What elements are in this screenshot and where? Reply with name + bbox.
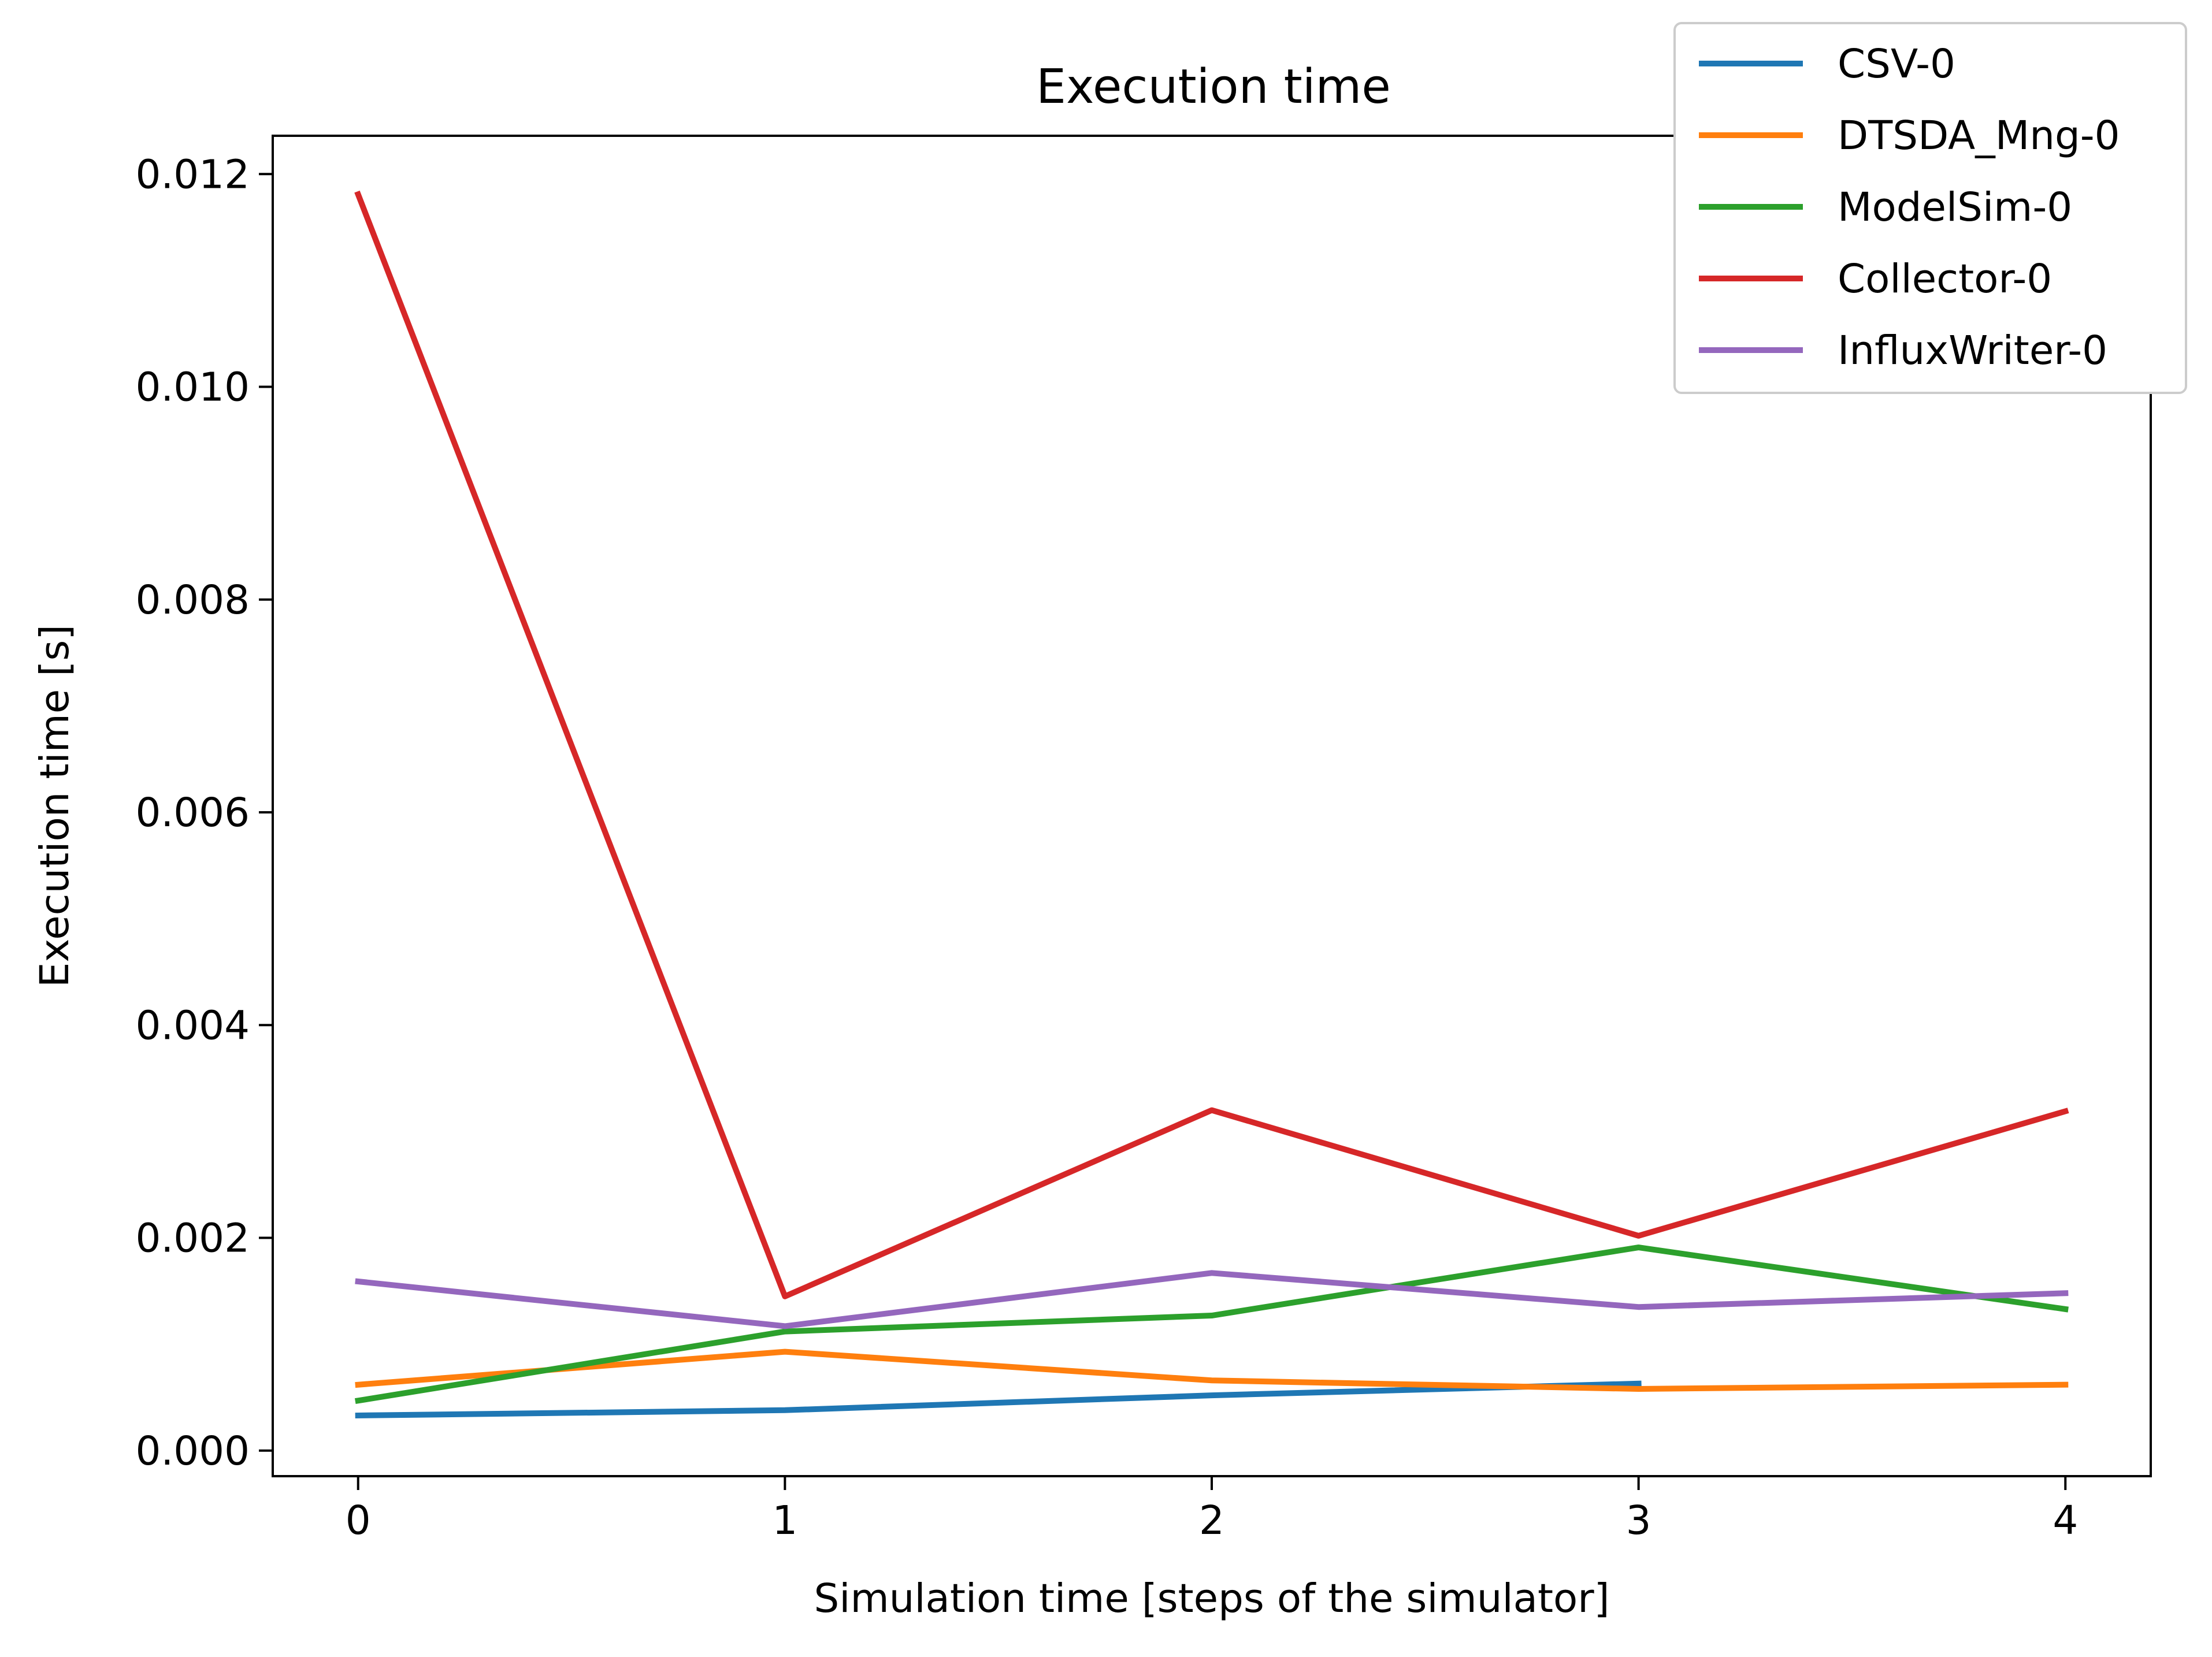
legend: CSV-0 DTSDA_Mng-0 ModelSim-0 Collector-0 Inf… — [1673, 22, 2187, 394]
legend-label-dtsda-mng-0: DTSDA_Mng-0 — [1838, 113, 2120, 159]
y-tick-label: 0.006 — [135, 790, 250, 836]
series-line-csv-0 — [355, 1380, 1642, 1419]
legend-label-modelsim-0: ModelSim-0 — [1838, 184, 2072, 231]
chart-title: Execution time — [1036, 60, 1391, 114]
x-tick-label: 1 — [772, 1498, 797, 1544]
series-line-modelsim-0 — [354, 1244, 2069, 1405]
legend-entries: CSV-0 DTSDA_Mng-0 ModelSim-0 Collector-0 Inf… — [1699, 41, 2120, 374]
y-tick-label: 0.004 — [135, 1002, 250, 1049]
y-tick-label: 0.010 — [135, 365, 250, 411]
x-axis: 0 1 2 3 4 — [346, 1476, 2078, 1544]
x-tick-label: 0 — [346, 1498, 371, 1544]
series-layer — [354, 190, 2069, 1419]
series-line-dtsda-mng-0 — [355, 1348, 2069, 1392]
y-tick-label: 0.002 — [135, 1216, 250, 1262]
series-line-collector-0 — [354, 190, 2069, 1299]
x-axis-label: Simulation time [steps of the simulator] — [814, 1576, 1609, 1622]
plot-area: 0 1 2 3 4 0.000 0.002 0.004 0.006 0.008 0.010 0.01… — [135, 135, 2152, 1544]
y-axis: 0.000 0.002 0.004 0.006 0.008 0.010 0.012 — [135, 151, 273, 1474]
legend-label-csv-0: CSV-0 — [1838, 41, 1955, 87]
legend-label-collector-0: Collector-0 — [1838, 256, 2052, 302]
x-tick-label: 2 — [1199, 1498, 1224, 1544]
y-tick-label: 0.012 — [135, 151, 250, 198]
y-tick-label: 0.008 — [135, 577, 250, 623]
x-tick-label: 3 — [1626, 1498, 1651, 1544]
y-axis-label: Execution time [s] — [32, 625, 78, 987]
legend-label-influxwriter-0: InfluxWriter-0 — [1838, 328, 2107, 374]
series-line-influxwriter-0 — [355, 1270, 2069, 1329]
y-tick-label: 0.000 — [135, 1428, 250, 1474]
legend-box — [1673, 22, 2187, 394]
x-tick-label: 4 — [2053, 1498, 2078, 1544]
